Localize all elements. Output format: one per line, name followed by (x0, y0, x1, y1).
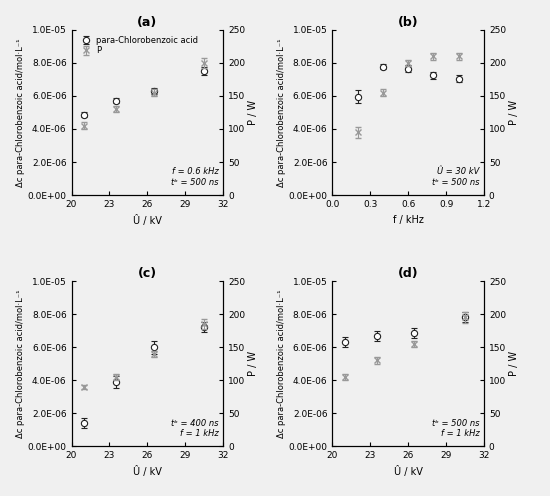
Legend: para-Chlorobenzoic acid, P: para-Chlorobenzoic acid, P (76, 34, 200, 57)
X-axis label: Û / kV: Û / kV (133, 466, 162, 477)
Y-axis label: Δc para-Chlorobenzoic acid/mol·L⁻¹: Δc para-Chlorobenzoic acid/mol·L⁻¹ (16, 290, 25, 438)
X-axis label: Û / kV: Û / kV (394, 466, 422, 477)
Y-axis label: Δc para-Chlorobenzoic acid/mol·L⁻¹: Δc para-Chlorobenzoic acid/mol·L⁻¹ (16, 38, 25, 186)
Y-axis label: Δc para-Chlorobenzoic acid/mol·L⁻¹: Δc para-Chlorobenzoic acid/mol·L⁻¹ (277, 38, 285, 186)
Title: (a): (a) (137, 15, 157, 29)
Y-axis label: P / W: P / W (248, 351, 258, 376)
Title: (c): (c) (138, 267, 157, 280)
X-axis label: f / kHz: f / kHz (393, 214, 424, 225)
Title: (b): (b) (398, 15, 419, 29)
Text: f = 0.6 kHz
tᵇ = 500 ns: f = 0.6 kHz tᵇ = 500 ns (171, 168, 218, 187)
X-axis label: Û / kV: Û / kV (133, 214, 162, 226)
Y-axis label: P / W: P / W (248, 100, 258, 125)
Y-axis label: P / W: P / W (509, 351, 519, 376)
Title: (d): (d) (398, 267, 419, 280)
Y-axis label: Δc para-Chlorobenzoic acid/mol·L⁻¹: Δc para-Chlorobenzoic acid/mol·L⁻¹ (277, 290, 285, 438)
Y-axis label: P / W: P / W (509, 100, 519, 125)
Text: Û = 30 kV
tᵇ = 500 ns: Û = 30 kV tᵇ = 500 ns (432, 168, 480, 187)
Text: tᵇ = 500 ns
f = 1 kHz: tᵇ = 500 ns f = 1 kHz (432, 419, 480, 438)
Text: tᵇ = 400 ns
f = 1 kHz: tᵇ = 400 ns f = 1 kHz (171, 419, 218, 438)
